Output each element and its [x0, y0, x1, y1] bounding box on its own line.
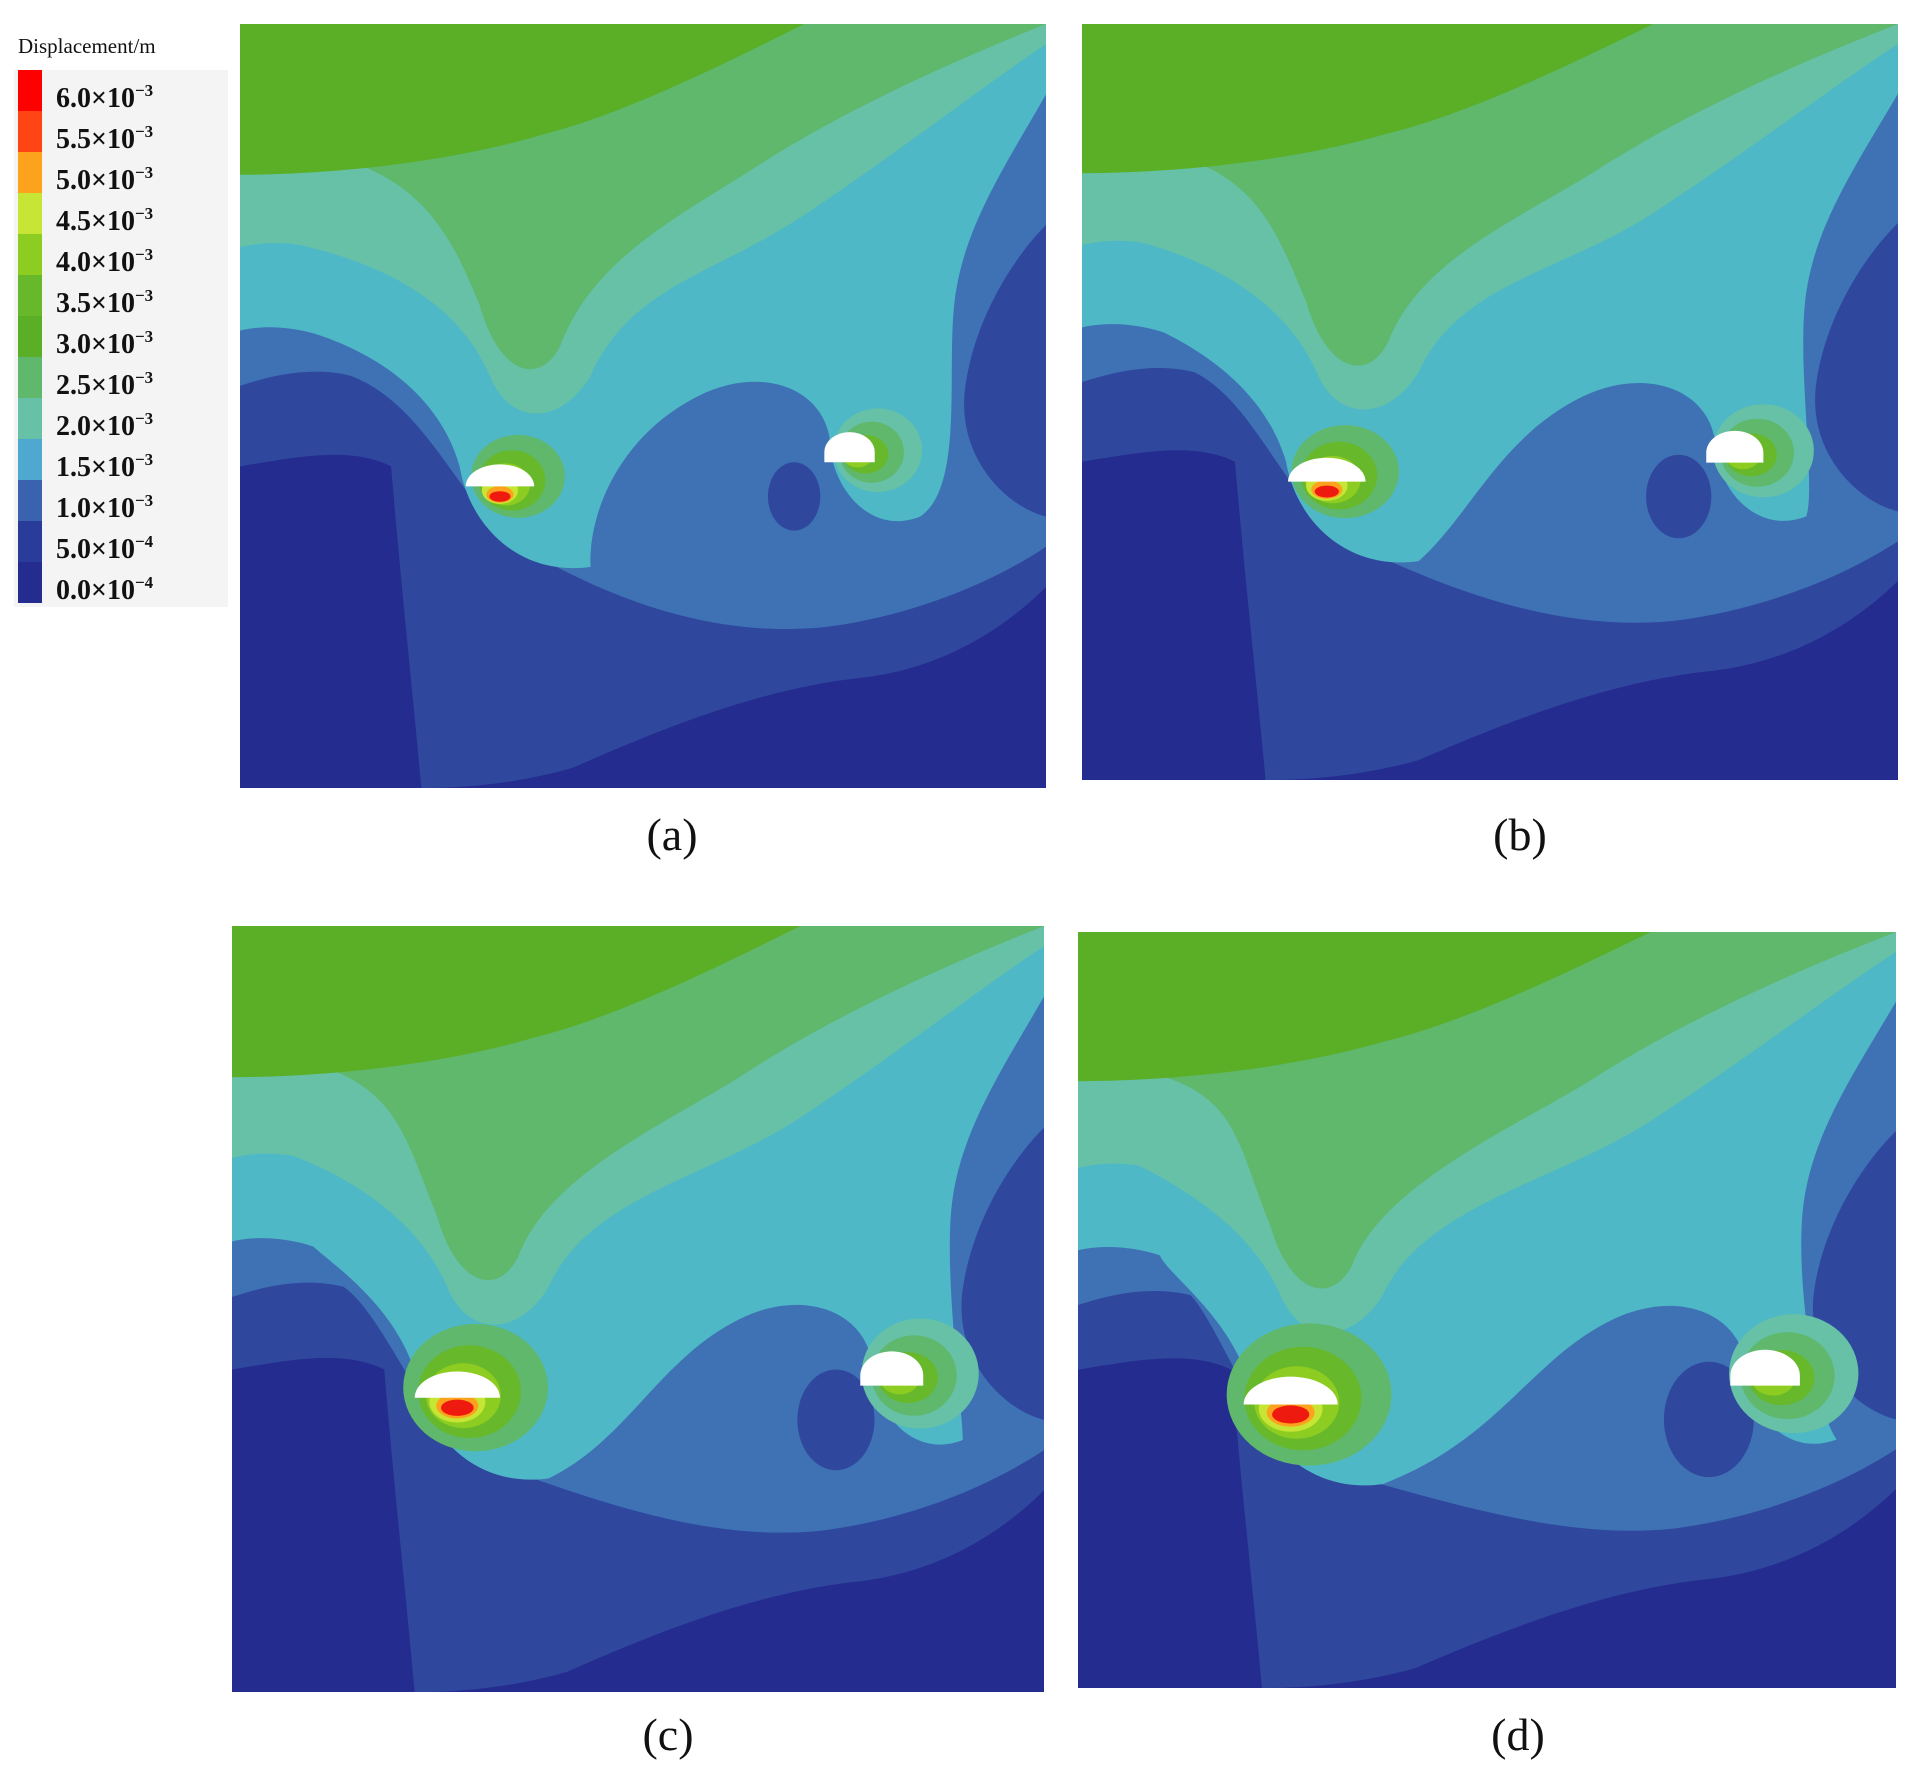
contour-pocket: [1646, 454, 1712, 539]
legend-swatch: [18, 562, 42, 603]
legend-swatch: [18, 275, 42, 316]
contour-pocket: [797, 1369, 875, 1471]
legend-label: 5.0×10−4: [56, 532, 154, 565]
contour-pocket: [1663, 1361, 1754, 1478]
contour-plot-d: [1078, 932, 1896, 1688]
legend-swatch: [18, 111, 42, 152]
legend-label: 5.0×10−3: [56, 163, 154, 196]
legend-title: Displacement/m: [18, 34, 156, 58]
legend-swatch: [18, 152, 42, 193]
legend-label: 4.0×10−3: [56, 245, 154, 278]
legend-label: 1.0×10−3: [56, 491, 154, 524]
tunnel-opening-left: [1243, 1376, 1338, 1405]
panel-c: [232, 926, 1044, 1692]
contour-band: [1078, 932, 1651, 1082]
contour-band: [1082, 24, 1654, 174]
legend-label: 2.5×10−3: [56, 368, 154, 401]
caption-b: (b): [1493, 809, 1547, 860]
tunnel-opening-left: [414, 1371, 500, 1398]
legend-swatch: [18, 316, 42, 357]
contour-hotzone: [1272, 1405, 1310, 1424]
legend-swatch: [18, 357, 42, 398]
caption-c: (c): [642, 1709, 694, 1760]
contour-pocket: [767, 462, 821, 531]
panel-b: [1082, 24, 1898, 780]
legend-swatch: [18, 521, 42, 562]
tunnel-opening-right: [860, 1351, 924, 1386]
legend-label: 6.0×10−3: [56, 81, 154, 114]
legend-label: 0.0×10−4: [56, 573, 154, 606]
contour-band: [240, 24, 805, 175]
legend-label: 5.5×10−3: [56, 122, 154, 155]
legend-label: 3.0×10−3: [56, 327, 154, 360]
tunnel-opening-left: [465, 464, 535, 487]
panel-d: [1078, 932, 1896, 1688]
panel-a: [240, 24, 1046, 788]
legend-swatch: [18, 193, 42, 234]
contour-band: [232, 926, 801, 1078]
tunnel-opening-left: [1288, 457, 1366, 482]
contour-plot-c: [232, 926, 1044, 1692]
legend-swatch: [18, 398, 42, 439]
legend-label: 3.5×10−3: [56, 286, 154, 319]
contour-hotzone: [489, 491, 511, 502]
legend-label: 4.5×10−3: [56, 204, 154, 237]
contour-plot-a: [240, 24, 1046, 788]
legend-swatch: [18, 234, 42, 275]
legend-swatch: [18, 480, 42, 521]
legend-swatch: [18, 70, 42, 111]
tunnel-opening-right: [1730, 1349, 1800, 1386]
legend-swatch: [18, 439, 42, 480]
legend-label: 1.5×10−3: [56, 450, 154, 483]
legend-body: 6.0×10−3 5.5×10−3 5.0×10−3 4.5×10−3 4.0×10−3…: [14, 70, 228, 607]
contour-plot-b: [1082, 24, 1898, 780]
contour-hotzone: [1314, 485, 1339, 498]
legend: Displacement/m 6.0×10−3 5.5×10−3 5.0×10−3 4…: [14, 30, 228, 610]
tunnel-opening-right: [1706, 430, 1764, 463]
legend-label: 2.0×10−3: [56, 409, 154, 442]
contour-hotzone: [440, 1399, 474, 1416]
caption-d: (d): [1491, 1709, 1545, 1760]
tunnel-opening-right: [824, 432, 875, 463]
caption-a: (a): [646, 809, 698, 860]
